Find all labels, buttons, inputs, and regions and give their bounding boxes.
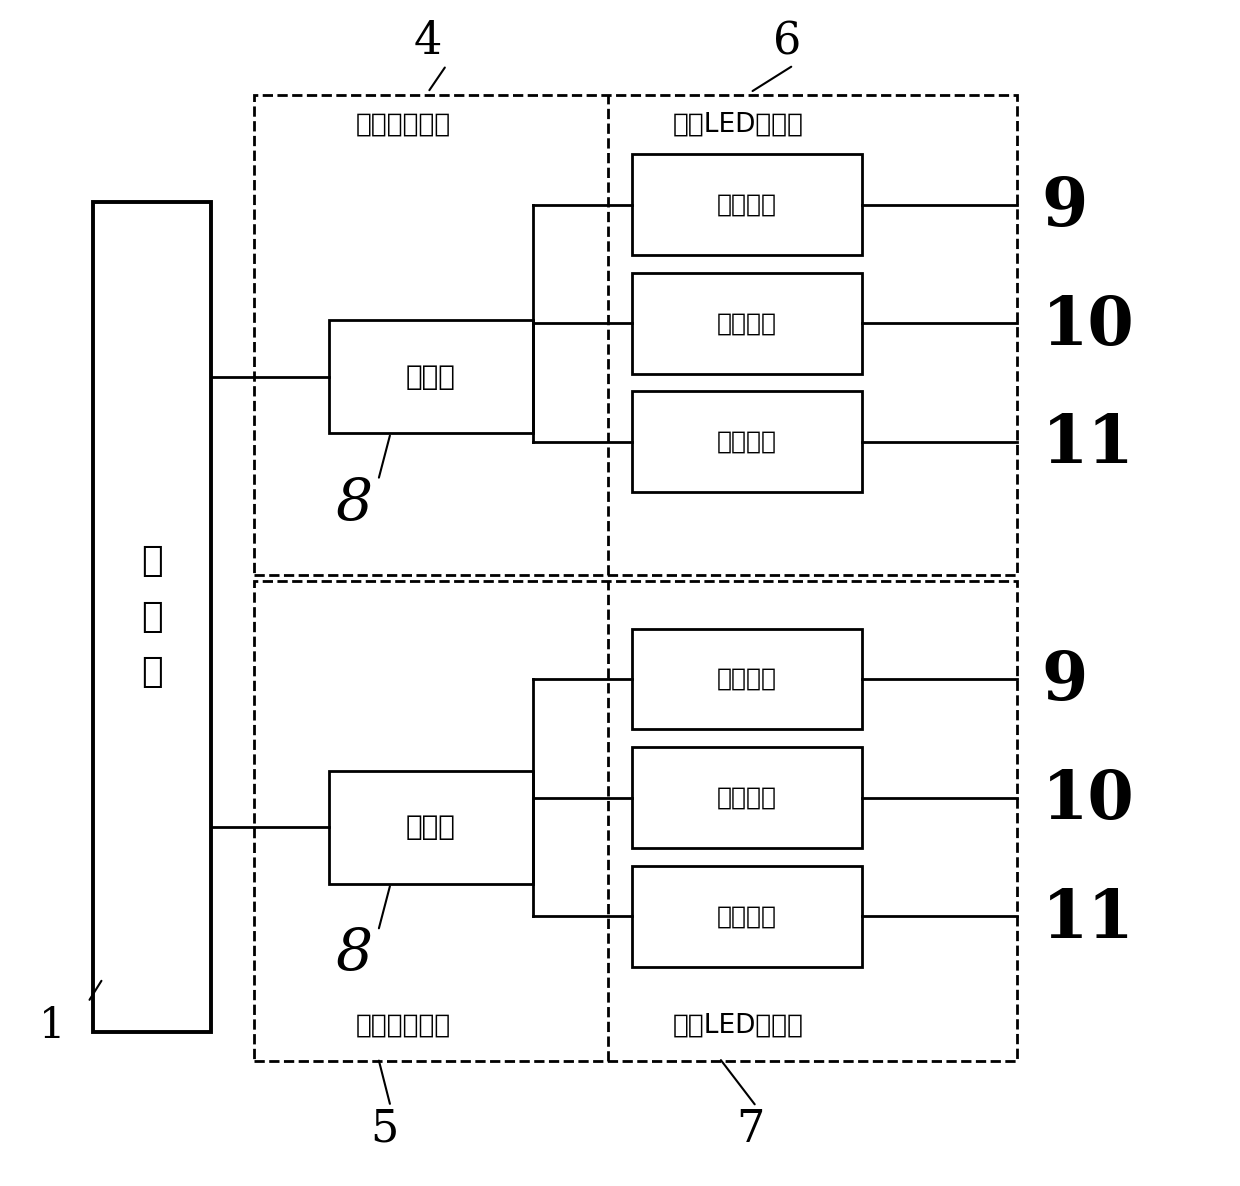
- Bar: [632, 747, 862, 848]
- Text: 11: 11: [1042, 887, 1135, 951]
- Text: 10: 10: [1042, 294, 1135, 358]
- Text: 10: 10: [1042, 769, 1135, 833]
- Text: 9: 9: [1042, 650, 1087, 714]
- Bar: [254, 581, 1017, 1061]
- Text: 红色通道: 红色通道: [717, 667, 777, 691]
- Bar: [632, 273, 862, 374]
- Bar: [632, 866, 862, 967]
- Text: 6: 6: [774, 20, 801, 63]
- Bar: [632, 391, 862, 492]
- Text: 绿色通道: 绿色通道: [717, 785, 777, 810]
- Text: 控
制
器: 控 制 器: [141, 544, 162, 689]
- Text: 11: 11: [1042, 413, 1135, 477]
- Text: 9: 9: [1042, 176, 1087, 240]
- Text: 第二LED灯模组: 第二LED灯模组: [672, 1013, 804, 1039]
- Text: 三极管: 三极管: [405, 814, 456, 841]
- Text: 4: 4: [414, 20, 441, 63]
- Text: 第一LED灯模组: 第一LED灯模组: [672, 111, 804, 138]
- Text: 三极管: 三极管: [405, 363, 456, 390]
- Text: 第二驱动模块: 第二驱动模块: [356, 1013, 450, 1039]
- Bar: [329, 771, 533, 884]
- Text: 红色通道: 红色通道: [717, 192, 777, 217]
- Text: 第一驱动模块: 第一驱动模块: [356, 111, 450, 138]
- Text: 5: 5: [371, 1108, 398, 1150]
- Text: 8: 8: [335, 476, 372, 533]
- Bar: [254, 95, 1017, 575]
- Text: 蓝色通道: 蓝色通道: [717, 429, 777, 454]
- Bar: [632, 154, 862, 255]
- Bar: [329, 320, 533, 433]
- Text: 蓝色通道: 蓝色通道: [717, 904, 777, 929]
- Text: 绿色通道: 绿色通道: [717, 311, 777, 336]
- Text: 8: 8: [335, 926, 372, 983]
- Text: 7: 7: [737, 1108, 764, 1150]
- Text: 1: 1: [38, 1005, 66, 1047]
- Bar: [93, 202, 211, 1032]
- Bar: [632, 629, 862, 729]
